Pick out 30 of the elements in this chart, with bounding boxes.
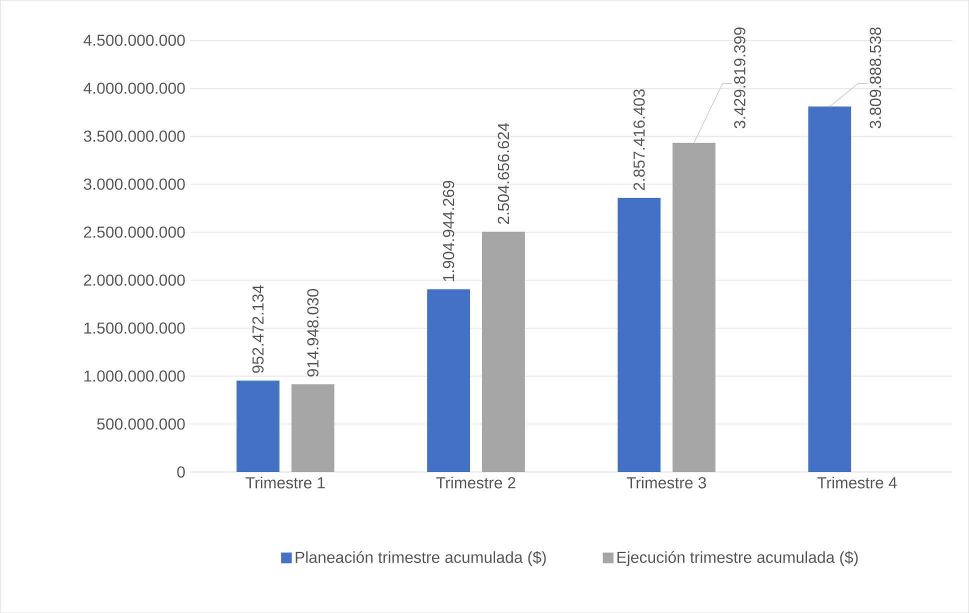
- data-label: 914.948.030: [307, 288, 319, 376]
- data-label: 3.429.819.399: [734, 27, 746, 128]
- data-label: 3.809.888.538: [870, 27, 882, 128]
- x-tick-label: Trimestre 2: [436, 476, 516, 488]
- y-tick-label: 0: [177, 466, 185, 478]
- x-tick-label: Trimestre 4: [817, 476, 897, 488]
- y-tick-label: 3.000.000.000: [84, 178, 185, 190]
- legend-label: Planeación trimestre acumulada ($): [296, 550, 546, 566]
- y-tick-label: 1.500.000.000: [84, 322, 185, 334]
- y-tick-label: 2.000.000.000: [84, 274, 185, 286]
- bar: [808, 106, 852, 472]
- bar: [427, 289, 470, 472]
- data-label: 1.904.944.269: [442, 180, 454, 281]
- y-tick-label: 500.000.000: [97, 418, 185, 430]
- y-tick-label: 3.500.000.000: [84, 130, 185, 142]
- bar: [291, 384, 334, 472]
- data-label: 2.504.656.624: [498, 122, 510, 224]
- data-label: 952.472.134: [252, 285, 264, 373]
- bar: [672, 142, 716, 472]
- y-tick-label: 4.000.000.000: [84, 82, 185, 94]
- x-tick-label: Trimestre 3: [626, 476, 706, 488]
- y-tick-label: 4.500.000.000: [84, 34, 185, 46]
- bar: [236, 380, 280, 472]
- legend-label: Ejecución trimestre acumulada ($): [617, 550, 858, 566]
- bar: [482, 232, 525, 472]
- y-tick-label: 1.000.000.000: [84, 370, 185, 382]
- data-label: 2.857.416.403: [633, 89, 645, 190]
- x-tick-label: Trimestre 1: [246, 476, 325, 488]
- bar: [618, 198, 661, 472]
- y-tick-label: 2.500.000.000: [84, 226, 185, 238]
